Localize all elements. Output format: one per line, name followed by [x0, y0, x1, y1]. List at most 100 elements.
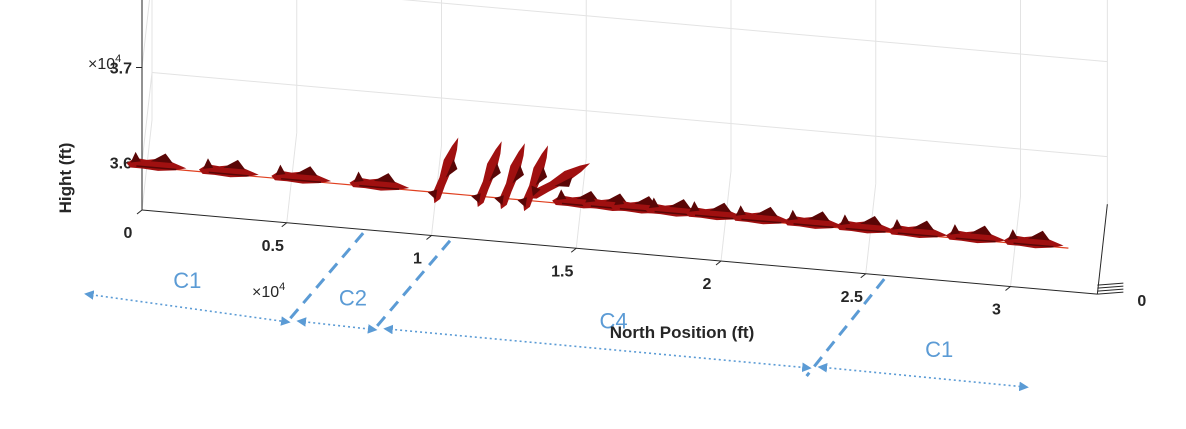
aircraft-body	[271, 170, 332, 184]
x-tick-mark	[715, 260, 722, 266]
aircraft-tail	[1007, 229, 1018, 240]
aircraft-shadow	[136, 165, 177, 171]
y-tick-mark	[1097, 291, 1124, 295]
aircraft-marker	[517, 145, 549, 212]
phase-label: C1	[173, 268, 201, 293]
aircraft-tail	[427, 189, 438, 200]
aircraft-shadow	[359, 184, 400, 190]
aircraft-marker	[945, 224, 1006, 244]
aircraft-wing	[709, 202, 732, 213]
aircraft-wing	[970, 225, 993, 236]
aircraft-marker	[349, 171, 410, 191]
aircraft-tail	[689, 201, 700, 212]
grid-line-z-back	[151, 72, 1108, 158]
y-tick-mark	[1097, 285, 1124, 289]
phase-span-arrow	[383, 324, 812, 373]
aircraft-body	[731, 211, 792, 225]
aircraft-marker	[1003, 229, 1064, 249]
phase-label: C4	[599, 308, 627, 333]
aircraft-marker	[529, 163, 591, 199]
aircraft-wing	[535, 167, 548, 186]
aircraft-marker	[427, 137, 459, 204]
aircraft-wing	[669, 199, 691, 209]
aircraft-shadow	[845, 227, 886, 233]
aircraft-tail	[735, 205, 746, 216]
x-axis-line	[141, 209, 1098, 295]
axes-layer: 00.511.522.533.63.73.80	[110, 0, 1146, 319]
aircraft-tail	[531, 185, 541, 197]
aircraft-marker	[271, 164, 332, 184]
aircraft-shadow	[695, 214, 736, 220]
aircraft-tail	[556, 189, 567, 200]
aircraft-shadow	[281, 178, 322, 184]
aircraft-wing	[489, 162, 501, 182]
x-tick-label: 2.5	[841, 289, 863, 306]
aircraft-wing	[912, 220, 935, 231]
aircraft-marker	[494, 143, 525, 210]
x-tick-label: 3	[992, 302, 1001, 319]
aircraft-tail	[614, 194, 625, 206]
aircraft-tail	[648, 197, 660, 209]
z-tick-label: 3.6	[110, 156, 132, 173]
x-tick-mark	[1005, 286, 1011, 291]
grid-layer	[141, 0, 1108, 287]
aircraft-tail	[275, 164, 286, 176]
aircraft-marker	[126, 151, 187, 171]
y-axis-line	[1096, 204, 1108, 295]
aircraft-body	[198, 164, 259, 178]
aircraft-tail	[494, 195, 504, 206]
phase-label: C2	[339, 285, 367, 310]
aircraft-wing	[445, 159, 458, 178]
aircraft-marker	[887, 218, 948, 238]
x-axis-label: North Position (ft)	[610, 323, 754, 342]
aircraft-wing	[860, 215, 883, 226]
aircraft-marker	[471, 141, 502, 208]
aircraft-tail	[130, 151, 141, 163]
x-tick-label: 0.5	[262, 238, 284, 255]
aircraft-marker	[685, 201, 746, 221]
x-exponent-label: ×104	[252, 281, 285, 301]
z-tick-label: 3.7	[110, 61, 132, 78]
z-exponent-base: ×10	[88, 56, 115, 73]
x-tick-label: 1.5	[551, 263, 573, 280]
x-exponent-base: ×10	[252, 284, 279, 301]
aircraft-tail	[839, 214, 851, 225]
aircraft-layer	[126, 137, 1064, 249]
x-tick-mark	[281, 222, 288, 228]
z-exponent-label: ×104	[88, 53, 121, 73]
aircraft-body	[529, 163, 591, 199]
y-tick-mark	[1097, 288, 1124, 292]
phase-label: C1	[925, 337, 953, 362]
x-tick-mark	[860, 273, 867, 279]
aircraft-tail	[585, 191, 596, 203]
grid-line-z-side	[141, 0, 151, 68]
aircraft-shadow	[793, 223, 834, 229]
aircraft-body	[887, 224, 948, 238]
aircraft-wing	[554, 176, 573, 187]
aircraft-wing	[373, 173, 396, 183]
x-tick-mark	[426, 235, 432, 240]
aircraft-wing	[150, 153, 173, 164]
x-tick-mark	[570, 247, 577, 253]
grid-line-z-back	[401, 0, 1108, 63]
aircraft-tail	[203, 158, 214, 169]
x-exponent-power: 4	[279, 281, 285, 293]
x-tick-mark	[136, 209, 143, 215]
aircraft-marker	[783, 209, 844, 229]
aircraft-wing	[634, 196, 657, 206]
x-tick-label: 1	[413, 251, 422, 268]
phase-layer: C1 C2 C4 C1	[84, 232, 1029, 392]
aircraft-marker	[731, 205, 792, 225]
aircraft-body	[945, 230, 1006, 244]
aircraft-body	[783, 215, 844, 229]
aircraft-tail	[892, 218, 903, 230]
phase-span-arrow	[84, 290, 291, 326]
x-tick-label: 0	[124, 225, 133, 242]
aircraft-shadow	[741, 218, 782, 224]
aircraft-marker	[198, 158, 259, 178]
aircraft-body	[1003, 235, 1064, 249]
aircraft-wing	[808, 211, 830, 222]
aircraft-wing	[295, 166, 318, 176]
aircraft-wing	[512, 165, 525, 184]
